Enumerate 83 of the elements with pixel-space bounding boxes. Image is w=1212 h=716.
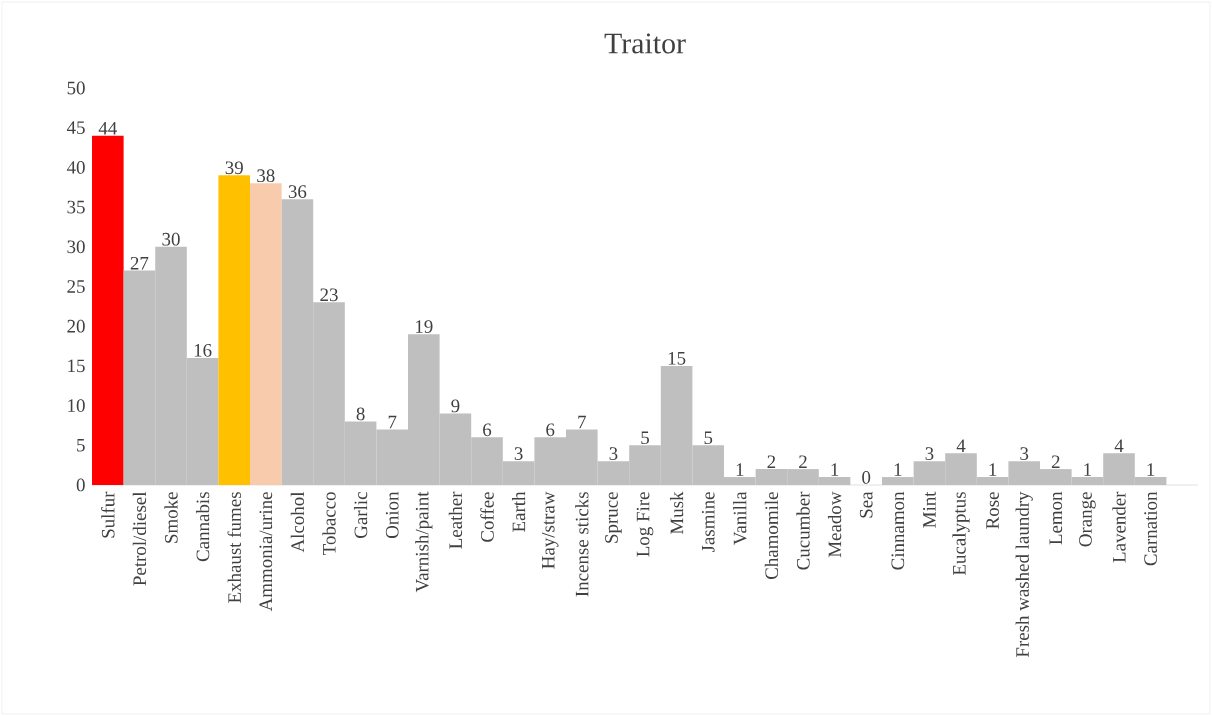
data-label: 15 <box>668 352 686 365</box>
x-tick-label: Spruce <box>605 492 622 543</box>
x-tick-label: Incense sticks <box>575 492 589 597</box>
data-label: 6 <box>483 423 492 437</box>
y-tick-label: 50 <box>67 81 85 95</box>
data-label: 3 <box>925 447 934 460</box>
data-label: 9 <box>451 399 460 413</box>
x-tick-label: Smoke <box>164 492 178 543</box>
data-label: 4 <box>956 439 966 453</box>
x-tick-label: Lemon <box>1049 491 1063 545</box>
x-tick-label: Exhaust fumes <box>227 492 241 603</box>
x-tick-label: Chamomile <box>764 492 779 580</box>
bar <box>92 135 124 485</box>
x-tick-label: Mint <box>923 491 936 528</box>
x-tick-label: Earth <box>511 491 526 532</box>
x-tick-label: Sea <box>859 491 873 518</box>
x-tick-label: Meadow <box>827 491 842 558</box>
x-tick-label: Sulfur <box>101 491 115 538</box>
data-label: 8 <box>356 407 365 421</box>
data-label: 4 <box>1114 439 1124 453</box>
x-tick-label: Cannabis <box>195 492 210 562</box>
data-label: 1 <box>894 463 902 476</box>
chart-title: Traitor <box>604 33 686 54</box>
x-tick-label: Orange <box>1079 492 1096 547</box>
x-tick-label: Cinnamon <box>891 491 905 570</box>
data-label: 3 <box>514 447 523 460</box>
data-label: 16 <box>194 344 212 357</box>
x-tick-label: Eucalyptus <box>952 492 970 576</box>
y-tick-label: 30 <box>67 240 85 254</box>
data-label: 1 <box>1147 463 1155 476</box>
x-tick-label: Log Fire <box>636 492 654 557</box>
data-label: 7 <box>578 415 586 429</box>
x-tick-label: Lavender <box>1112 491 1126 563</box>
x-tick-label: Petrol/diesel <box>132 491 147 586</box>
x-tick-label: Cucumber <box>796 491 810 570</box>
y-tick-label: 20 <box>67 319 85 333</box>
data-label: 1 <box>736 463 744 476</box>
x-tick-label: Ammonia/urine <box>259 492 273 612</box>
data-label: 5 <box>704 431 713 445</box>
x-tick-label: Coffee <box>480 492 494 542</box>
x-tick-label: Garlic <box>353 492 368 539</box>
y-tick-label: 10 <box>68 399 85 412</box>
x-tick-label: Carnation <box>1144 491 1157 566</box>
x-tick-label: Jasmine <box>701 492 715 553</box>
data-label: 1 <box>1084 463 1092 476</box>
x-tick-label: Vanilla <box>733 491 747 545</box>
data-label: 44 <box>98 121 117 135</box>
y-tick-label: 25 <box>67 280 85 293</box>
x-tick-label: Rose <box>986 492 999 529</box>
x-tick-label: Leather <box>448 491 463 549</box>
data-label: 5 <box>641 431 649 445</box>
data-label: 23 <box>320 288 338 302</box>
bar <box>218 175 251 485</box>
y-tick-label: 15 <box>68 359 85 373</box>
bar <box>250 183 282 485</box>
x-tick-label: Onion <box>385 491 399 539</box>
x-tick-label: Musk <box>669 491 684 535</box>
y-tick-label: 35 <box>67 200 85 214</box>
x-tick-label: Tobacco <box>322 492 336 555</box>
x-tick-label: Varnish/paint <box>415 491 433 593</box>
data-label: 38 <box>257 169 275 183</box>
data-label: 7 <box>388 415 397 429</box>
data-label: 19 <box>416 320 433 333</box>
y-tick-label: 45 <box>66 121 85 135</box>
y-tick-label: 0 <box>76 478 85 492</box>
data-label: 2 <box>1051 455 1060 468</box>
data-label: 0 <box>862 471 871 484</box>
data-label: 39 <box>225 161 243 175</box>
data-label: 2 <box>799 455 807 468</box>
data-label: 1 <box>831 463 839 476</box>
data-label: 3 <box>609 447 618 460</box>
x-tick-label: Fresh washed laundry <box>1015 491 1033 658</box>
data-label: 27 <box>130 256 149 270</box>
data-label: 30 <box>162 232 180 246</box>
y-tick-label: 5 <box>77 439 85 452</box>
data-label: 6 <box>546 423 555 437</box>
data-label: 1 <box>989 463 997 476</box>
x-tick-label: Hay/straw <box>541 491 559 569</box>
data-label: 3 <box>1020 447 1029 460</box>
data-label: 2 <box>767 455 776 468</box>
x-tick-label: Alcohol <box>290 491 305 553</box>
y-tick-label: 40 <box>66 161 85 174</box>
data-label: 36 <box>288 185 307 198</box>
